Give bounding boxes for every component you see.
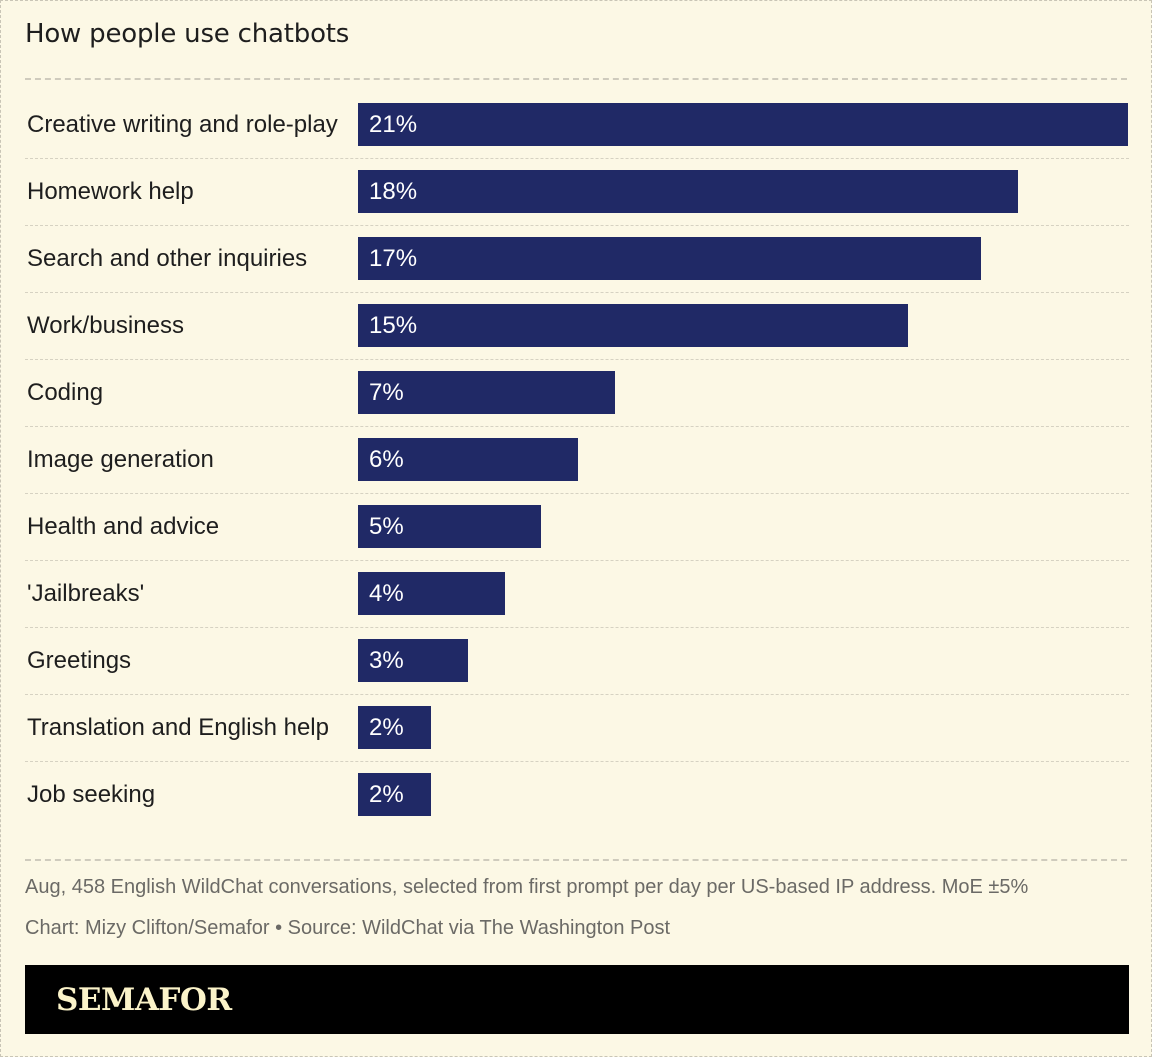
row-divider — [25, 493, 1129, 494]
bar — [358, 639, 468, 682]
bar-row: Image generation 6% — [25, 427, 1129, 494]
chart-title: How people use chatbots — [25, 19, 350, 49]
bar — [358, 371, 615, 414]
brand-bar: SEMAFOR — [25, 965, 1129, 1034]
value-label: 6% — [369, 446, 404, 473]
bar — [358, 438, 578, 481]
row-divider — [25, 426, 1129, 427]
category-label: Creative writing and role-play — [27, 111, 338, 138]
value-label: 4% — [369, 580, 404, 607]
bar — [358, 572, 505, 615]
value-label: 2% — [369, 781, 404, 808]
category-label: 'Jailbreaks' — [27, 580, 145, 607]
category-label: Homework help — [27, 178, 194, 205]
category-label: Greetings — [27, 647, 132, 674]
value-label: 3% — [369, 647, 404, 674]
bar — [358, 706, 431, 749]
semafor-logo[interactable]: SEMAFOR — [56, 982, 232, 1018]
value-label: 18% — [369, 178, 418, 205]
bar-row: Homework help 18% — [25, 159, 1129, 226]
value-label: 2% — [369, 714, 404, 741]
category-label: Job seeking — [27, 781, 156, 808]
value-label: 5% — [369, 513, 404, 540]
top-divider — [25, 78, 1127, 80]
row-divider — [25, 292, 1129, 293]
row-divider — [25, 627, 1129, 628]
bar — [358, 304, 908, 347]
bar — [358, 103, 1128, 146]
value-label: 17% — [369, 245, 418, 272]
category-label: Search and other inquiries — [27, 245, 308, 272]
bar-row: Health and advice 5% — [25, 494, 1129, 561]
bar — [358, 237, 981, 280]
bar — [358, 170, 1018, 213]
category-label: Translation and English help — [27, 714, 329, 741]
bar-row: Translation and English help 2% — [25, 695, 1129, 762]
category-label: Image generation — [27, 446, 214, 473]
bar-row: 'Jailbreaks' 4% — [25, 561, 1129, 628]
bar-row: Coding 7% — [25, 360, 1129, 427]
row-divider — [25, 560, 1129, 561]
category-label: Work/business — [27, 312, 184, 339]
source-credit: Chart: Mizy Clifton/Semafor • Source: Wi… — [25, 917, 671, 939]
bar — [358, 505, 541, 548]
row-divider — [25, 158, 1129, 159]
bar — [358, 773, 431, 816]
bar-row: Search and other inquiries 17% — [25, 226, 1129, 293]
value-label: 15% — [369, 312, 418, 339]
value-label: 7% — [369, 379, 404, 406]
row-divider — [25, 694, 1129, 695]
row-divider — [25, 359, 1129, 360]
bottom-divider — [25, 859, 1127, 861]
bar-row: Job seeking 2% — [25, 762, 1129, 829]
value-label: 21% — [369, 111, 418, 138]
methodology-note: Aug, 458 English WildChat conversations,… — [25, 876, 1029, 898]
bar-row: Work/business 15% — [25, 293, 1129, 360]
row-divider — [25, 225, 1129, 226]
bar-row: Creative writing and role-play 21% — [25, 92, 1129, 159]
row-divider — [25, 761, 1129, 762]
category-label: Health and advice — [27, 513, 220, 540]
bar-row: Greetings 3% — [25, 628, 1129, 695]
category-label: Coding — [27, 379, 104, 406]
